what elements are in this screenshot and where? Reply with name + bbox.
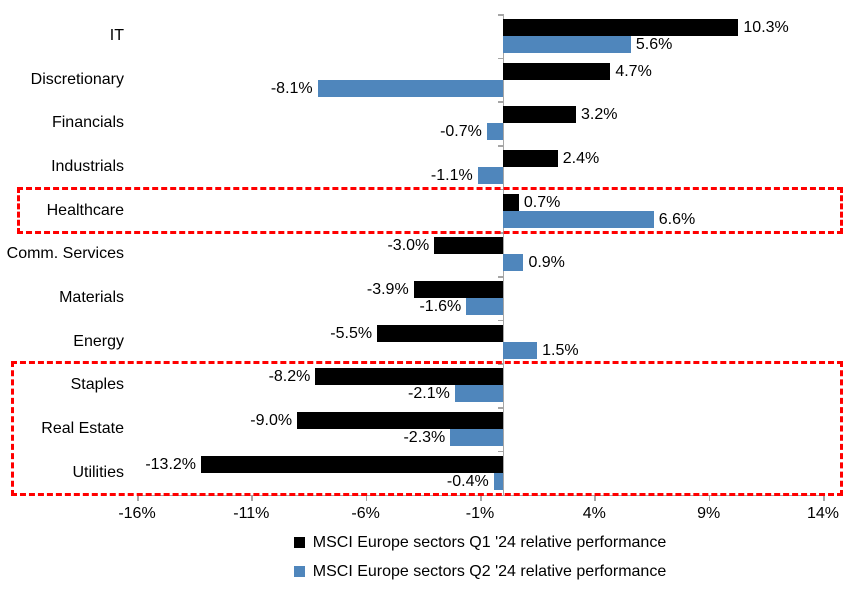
bar-series2-2 [486,123,503,141]
bar-value-label: 2.4% [562,150,600,168]
category-label-it: IT [109,26,124,44]
bar-series1-0 [502,19,739,36]
bar-series1-9 [297,412,503,430]
bar-series2-4 [502,210,654,228]
bar-series1-1 [502,62,611,80]
bar-value-label: -2.3% [403,429,446,447]
y-axis-tick [497,363,503,365]
legend-item-q2: MSCI Europe sectors Q2 '24 relative perf… [293,562,667,581]
bar-value-label: -1.6% [419,298,462,316]
x-axis-tick-label: -16% [118,504,156,522]
chart-legend: MSCI Europe sectors Q1 '24 relative perf… [137,533,823,581]
bar-series1-10 [201,455,503,473]
y-axis-tick [497,188,503,191]
highlight-box-1 [17,186,843,234]
bar-series1-7 [377,324,503,342]
y-axis-tick [497,407,503,409]
category-label-financials: Financials [51,114,124,132]
bar-series1-3 [502,150,558,168]
y-axis-tick [497,57,503,60]
bar-value-label: -8.2% [268,368,311,386]
bar-value-label: -9.0% [250,412,293,430]
x-axis-tick [251,494,253,501]
x-axis-tick-label: 9% [697,504,721,522]
bar-series2-1 [317,79,503,97]
bar-value-label: -1.1% [430,167,473,185]
bar-value-label: 5.6% [635,36,673,53]
y-axis-tick [497,14,503,16]
bar-series2-10 [493,472,503,490]
bar-value-label: -0.4% [446,472,489,490]
bar-series2-9 [450,429,503,447]
bar-series1-6 [413,281,503,299]
bar-series2-3 [477,167,503,185]
bar-value-label: 6.6% [658,210,696,228]
bar-value-label: -2.1% [408,385,450,403]
category-label-energy: Energy [73,332,124,350]
bar-series2-5 [502,254,524,272]
bar-series2-8 [454,385,503,403]
category-label-healthcare: Healthcare [46,201,124,219]
x-axis-tick-label: 4% [582,504,606,522]
x-axis-tick [823,494,825,501]
bar-series1-2 [502,106,577,124]
legend-label-q1: MSCI Europe sectors Q1 '24 relative perf… [312,534,667,551]
x-axis-tick-label: -1% [465,504,495,522]
category-label-comm-services: Comm. Services [6,245,124,263]
y-axis-tick [497,450,503,453]
legend-item-q1: MSCI Europe sectors Q1 '24 relative perf… [293,533,667,552]
bar-value-label: -5.5% [330,324,373,342]
bar-value-label: 0.7% [523,193,561,211]
bar-series2-6 [466,298,503,316]
bar-series1-4 [502,193,519,211]
bar-value-label: 10.3% [743,19,789,36]
x-axis-tick [594,494,596,501]
category-label-materials: Materials [59,288,124,306]
bar-value-label: -0.7% [440,123,482,141]
bar-value-label: 3.2% [581,106,618,124]
x-axis-tick [365,494,368,501]
category-label-real-estate: Real Estate [41,419,124,437]
bar-series2-7 [502,341,538,359]
x-axis-tick-label: -6% [351,504,380,522]
y-axis-tick [497,232,503,234]
legend-swatch-q2-icon [293,566,305,577]
bar-value-label: 4.7% [615,62,652,80]
x-axis-tick [480,494,482,501]
y-axis-tick [497,319,503,322]
legend-swatch-q1-icon [293,537,305,548]
x-axis-tick-label: 14% [806,504,840,522]
bar-series1-5 [434,237,503,255]
x-axis-tick-label: -11% [233,504,270,522]
y-axis-tick [497,101,503,103]
category-label-industrials: Industrials [51,157,124,175]
category-label-discretionary: Discretionary [30,70,124,88]
bar-value-label: 0.9% [528,254,565,272]
bar-value-label: -8.1% [270,79,313,97]
bar-series2-0 [502,36,631,53]
bar-value-label: 1.5% [542,341,579,359]
category-label-staples: Staples [70,376,124,394]
bar-value-label: -3.0% [387,237,430,255]
y-axis-tick [497,145,503,147]
legend-label-q2: MSCI Europe sectors Q2 '24 relative perf… [312,563,667,580]
bar-value-label: -13.2% [145,455,197,473]
y-axis-tick [497,276,503,278]
x-axis-tick [137,494,139,501]
x-axis-tick [708,494,711,501]
category-label-utilities: Utilities [72,463,124,481]
bar-series1-8 [315,368,503,386]
bar-value-label: -3.9% [366,281,409,299]
y-axis-line [502,14,505,495]
